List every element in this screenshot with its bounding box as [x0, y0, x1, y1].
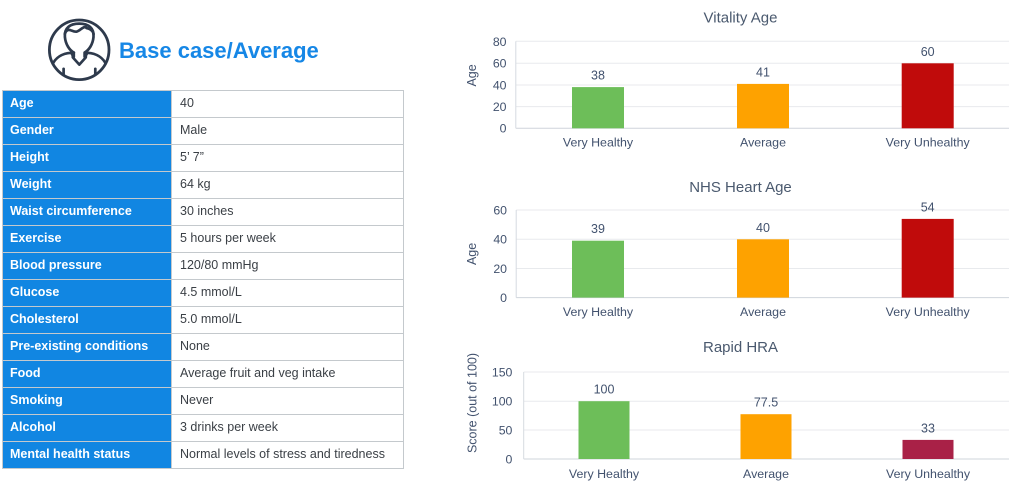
- svg-text:20: 20: [493, 100, 507, 114]
- svg-text:Very Unhealthy: Very Unhealthy: [886, 305, 971, 319]
- svg-text:100: 100: [594, 383, 615, 397]
- svg-text:80: 80: [493, 35, 507, 49]
- svg-text:39: 39: [591, 222, 605, 236]
- svg-text:Average: Average: [740, 305, 786, 319]
- svg-text:20: 20: [493, 262, 507, 276]
- svg-text:0: 0: [500, 291, 507, 305]
- svg-text:Average: Average: [740, 136, 786, 150]
- svg-text:Average: Average: [743, 467, 789, 481]
- svg-text:60: 60: [493, 204, 507, 218]
- svg-text:Rapid HRA: Rapid HRA: [703, 339, 778, 356]
- svg-text:Very Healthy: Very Healthy: [563, 136, 634, 150]
- svg-text:Score (out of 100): Score (out of 100): [465, 353, 479, 453]
- svg-text:Very Healthy: Very Healthy: [563, 305, 634, 319]
- svg-text:40: 40: [493, 78, 507, 92]
- svg-text:Age: Age: [465, 243, 479, 265]
- svg-text:Vitality Age: Vitality Age: [704, 9, 778, 26]
- svg-text:150: 150: [492, 366, 513, 380]
- svg-text:40: 40: [493, 233, 507, 247]
- svg-text:60: 60: [921, 45, 935, 59]
- svg-text:100: 100: [492, 395, 513, 409]
- svg-text:54: 54: [921, 200, 935, 214]
- svg-text:41: 41: [756, 65, 770, 79]
- svg-text:Very Unhealthy: Very Unhealthy: [886, 136, 971, 150]
- svg-text:33: 33: [921, 421, 935, 435]
- svg-text:Age: Age: [465, 64, 479, 86]
- svg-text:40: 40: [756, 221, 770, 235]
- svg-text:38: 38: [591, 69, 605, 83]
- svg-text:50: 50: [499, 423, 513, 437]
- svg-text:77.5: 77.5: [754, 396, 778, 410]
- svg-text:0: 0: [506, 452, 513, 466]
- svg-text:0: 0: [500, 122, 507, 136]
- svg-text:Very Healthy: Very Healthy: [569, 467, 640, 481]
- svg-text:NHS Heart Age: NHS Heart Age: [689, 179, 792, 196]
- svg-text:Very Unhealthy: Very Unhealthy: [886, 467, 971, 481]
- svg-text:60: 60: [493, 57, 507, 71]
